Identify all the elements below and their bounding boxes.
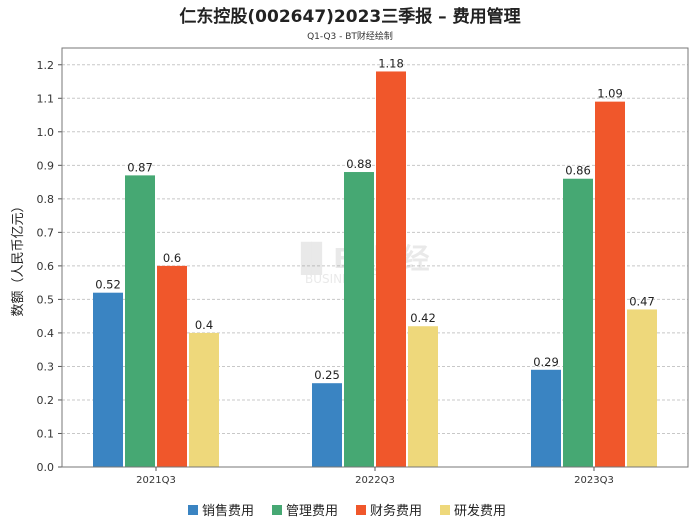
data-label: 0.42: [410, 311, 436, 325]
y-tick-label: 1.1: [37, 92, 55, 105]
y-tick-label: 0.4: [37, 327, 55, 340]
y-tick-label: 0.2: [37, 394, 55, 407]
bar: [189, 332, 219, 467]
legend-label: 财务费用: [370, 503, 422, 519]
data-label: 1.09: [597, 87, 623, 101]
x-tick-label: 2021Q3: [136, 475, 176, 486]
legend-swatch: [440, 505, 450, 515]
y-axis-label: 数额（人民币亿元）: [11, 199, 26, 316]
bar: [376, 71, 406, 468]
data-label: 0.29: [533, 355, 559, 369]
bar: [125, 175, 155, 467]
y-tick-label: 0.9: [37, 159, 55, 172]
y-tick-label: 0.1: [37, 427, 55, 440]
data-label: 0.87: [127, 160, 153, 174]
x-tick-label: 2023Q3: [574, 475, 614, 486]
legend-swatch: [188, 505, 198, 515]
bar: [595, 101, 625, 468]
bar: [563, 178, 593, 467]
data-label: 0.6: [163, 251, 181, 265]
chart-title: 仁东控股(002647)2023三季报 – 费用管理: [179, 6, 520, 27]
legend-label: 管理费用: [286, 504, 338, 519]
bar: [627, 309, 657, 467]
data-label: 0.4: [195, 318, 213, 332]
y-tick-label: 0.5: [37, 293, 55, 306]
y-tick-label: 1.2: [37, 59, 55, 72]
data-label: 0.25: [314, 368, 340, 382]
bar: [157, 265, 187, 467]
legend: 销售费用 管理费用 财务费用 研发费用: [188, 503, 506, 519]
legend-label: 销售费用: [202, 503, 254, 519]
bar: [408, 326, 438, 467]
data-label: 0.47: [629, 294, 655, 308]
chart-subtitle: Q1-Q3 - BT财经绘制: [307, 30, 393, 42]
y-tick-label: 0.7: [37, 226, 55, 239]
y-tick-label: 1.0: [37, 126, 55, 139]
y-tick-label: 0.3: [37, 360, 55, 373]
data-label: 0.86: [565, 164, 591, 178]
legend-swatch: [272, 505, 282, 515]
bar: [312, 383, 342, 467]
x-tick-label: 2022Q3: [355, 475, 395, 486]
bar: [531, 369, 561, 467]
y-tick-label: 0.8: [37, 193, 55, 206]
y-tick-label: 0.6: [37, 260, 55, 273]
legend-swatch: [356, 505, 366, 515]
data-label: 1.18: [378, 56, 404, 70]
data-label: 0.88: [346, 157, 372, 171]
legend-label: 研发费用: [454, 503, 506, 519]
data-label: 0.52: [95, 278, 121, 292]
y-tick-label: 0.0: [37, 461, 55, 474]
bar: [93, 292, 123, 467]
bar: [344, 172, 374, 468]
